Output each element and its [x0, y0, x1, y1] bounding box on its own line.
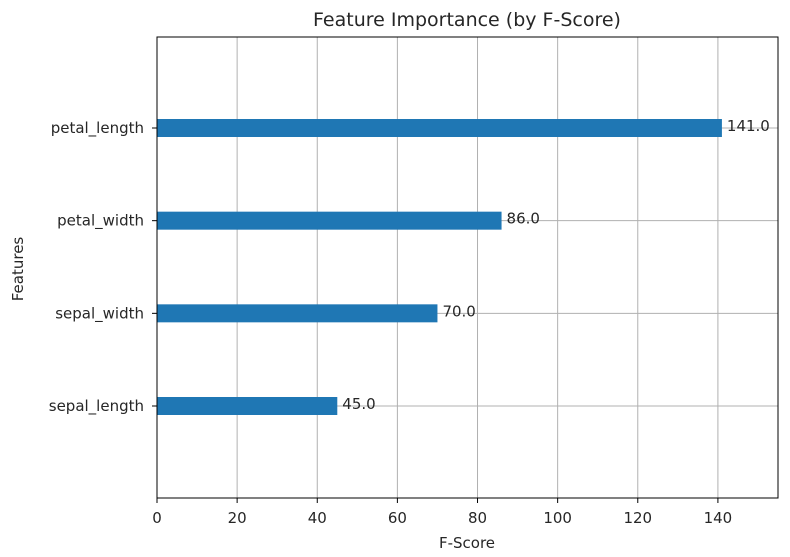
x-axis-label: F-Score	[439, 534, 495, 552]
bars	[157, 119, 722, 415]
y-tick-label: petal_width	[57, 212, 144, 231]
x-tick-label: 0	[152, 509, 162, 527]
bar-petal_width	[157, 211, 502, 230]
bar-petal_length	[157, 119, 722, 137]
chart-title: Feature Importance (by F-Score)	[313, 9, 621, 31]
bar-value-label: 70.0	[442, 302, 475, 320]
x-tick-label: 60	[388, 509, 407, 527]
plot-frame	[156, 36, 779, 499]
bar-value-labels: 141.0 86.0 70.0 45.0	[342, 117, 770, 413]
x-axis-ticks: 0 20 40 60 80 100 120 140	[152, 498, 732, 527]
bar-sepal_length	[157, 397, 338, 415]
y-axis-label: Features	[9, 237, 27, 302]
x-tick-label: 40	[308, 509, 327, 527]
bar-value-label: 86.0	[507, 210, 540, 228]
bar-value-label: 45.0	[342, 395, 375, 413]
y-tick-label: petal_length	[51, 119, 144, 138]
bar-value-label: 141.0	[727, 117, 770, 135]
x-tick-label: 140	[704, 509, 733, 527]
y-tick-label: sepal_width	[55, 304, 144, 323]
y-axis-ticks: petal_length petal_width sepal_width sepal_…	[49, 119, 157, 416]
grid-lines	[156, 37, 778, 498]
x-tick-label: 120	[623, 509, 652, 527]
bar-sepal_width	[157, 304, 438, 323]
y-tick-label: sepal_length	[49, 397, 144, 416]
x-tick-label: 20	[228, 509, 247, 527]
x-tick-label: 100	[543, 509, 572, 527]
x-tick-label: 80	[468, 509, 487, 527]
